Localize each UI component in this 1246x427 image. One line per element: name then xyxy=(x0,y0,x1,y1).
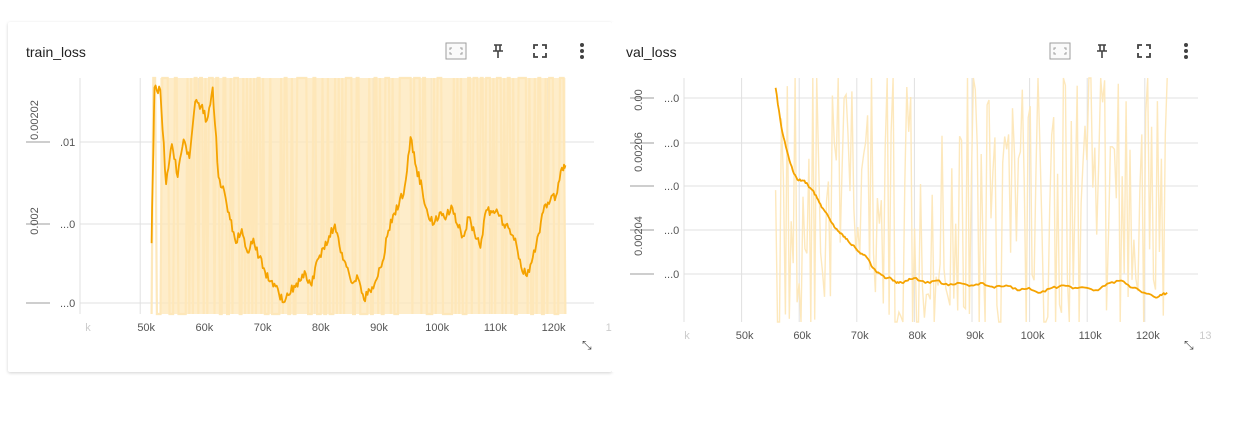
x-tick-label: k xyxy=(684,330,690,342)
y-tick-label: .01 xyxy=(60,137,75,149)
x-tick-label: 90k xyxy=(370,322,388,334)
y-tick-label: ...0 xyxy=(664,138,679,150)
card-toolbar xyxy=(1048,38,1198,64)
pin-icon[interactable] xyxy=(1090,39,1114,63)
x-tick-label: 60k xyxy=(196,322,214,334)
y-tick-label: ...0 xyxy=(664,93,679,105)
x-tick-label: k xyxy=(85,322,91,334)
x-tick-label: 110k xyxy=(1079,330,1103,342)
y-tick-label: ...0 xyxy=(60,219,75,231)
smoothed-series-line xyxy=(774,87,1168,299)
x-tick-label: 80k xyxy=(909,330,927,342)
y-axis-value-label: 0.00206 xyxy=(633,132,645,172)
y-tick-label: ...0 xyxy=(664,269,679,281)
x-tick-label: 120k xyxy=(1136,330,1160,342)
y-axis-value-label: 0.00204 xyxy=(633,216,645,256)
x-tick-label: 13 xyxy=(606,322,612,334)
x-tick-label: 13 xyxy=(1199,330,1211,342)
x-tick-label: 120k xyxy=(542,322,566,334)
y-tick-label: ...0 xyxy=(664,225,679,237)
more-vert-icon[interactable] xyxy=(570,39,594,63)
smoothed-series-line xyxy=(150,84,567,304)
train-loss-card: train_loss ...0 .01 ...0 0.00202 0.002 k 50k 60… xyxy=(8,22,612,372)
y-tick-label: ...0 xyxy=(60,298,75,310)
x-tick-label: 50k xyxy=(137,322,155,334)
x-tick-label: 90k xyxy=(966,330,984,342)
x-tick-label: 60k xyxy=(793,330,811,342)
more-vert-icon[interactable] xyxy=(1174,39,1198,63)
x-tick-label: 100k xyxy=(1021,330,1045,342)
card-title: val_loss xyxy=(626,44,677,60)
fit-domain-icon[interactable] xyxy=(444,39,468,63)
resize-handle-icon[interactable]: ⤡ xyxy=(1184,338,1194,352)
y-axis-value-label: 0.00 xyxy=(633,89,645,110)
pin-icon[interactable] xyxy=(486,39,510,63)
y-axis-value-label: 0.00202 xyxy=(29,100,41,140)
x-tick-label: 100k xyxy=(425,322,449,334)
val-loss-chart[interactable]: ...0 ...0 ...0 ...0 ...0 0.00 0.00206 0.00204 k 5… xyxy=(612,22,1212,372)
x-tick-label: 80k xyxy=(312,322,330,334)
resize-handle-icon[interactable]: ⤡ xyxy=(582,338,592,352)
fit-domain-icon[interactable] xyxy=(1048,39,1072,63)
x-tick-label: 50k xyxy=(736,330,754,342)
x-tick-label: 70k xyxy=(254,322,272,334)
fullscreen-icon[interactable] xyxy=(1132,39,1156,63)
raw-series-band xyxy=(160,78,566,314)
raw-series-line xyxy=(774,77,1168,323)
fullscreen-icon[interactable] xyxy=(528,39,552,63)
y-axis-value-label: 0.002 xyxy=(29,207,41,235)
val-loss-card: val_loss ...0 ...0 ...0 ...0 ...0 0.00 0.00206… xyxy=(612,22,1212,372)
card-toolbar xyxy=(444,38,594,64)
card-title: train_loss xyxy=(26,44,86,60)
x-tick-label: 70k xyxy=(851,330,869,342)
x-tick-label: 110k xyxy=(484,322,508,334)
y-tick-label: ...0 xyxy=(664,181,679,193)
train-loss-chart[interactable]: ...0 .01 ...0 0.00202 0.002 k 50k 60k 70k 80k 90k 1… xyxy=(8,22,612,372)
